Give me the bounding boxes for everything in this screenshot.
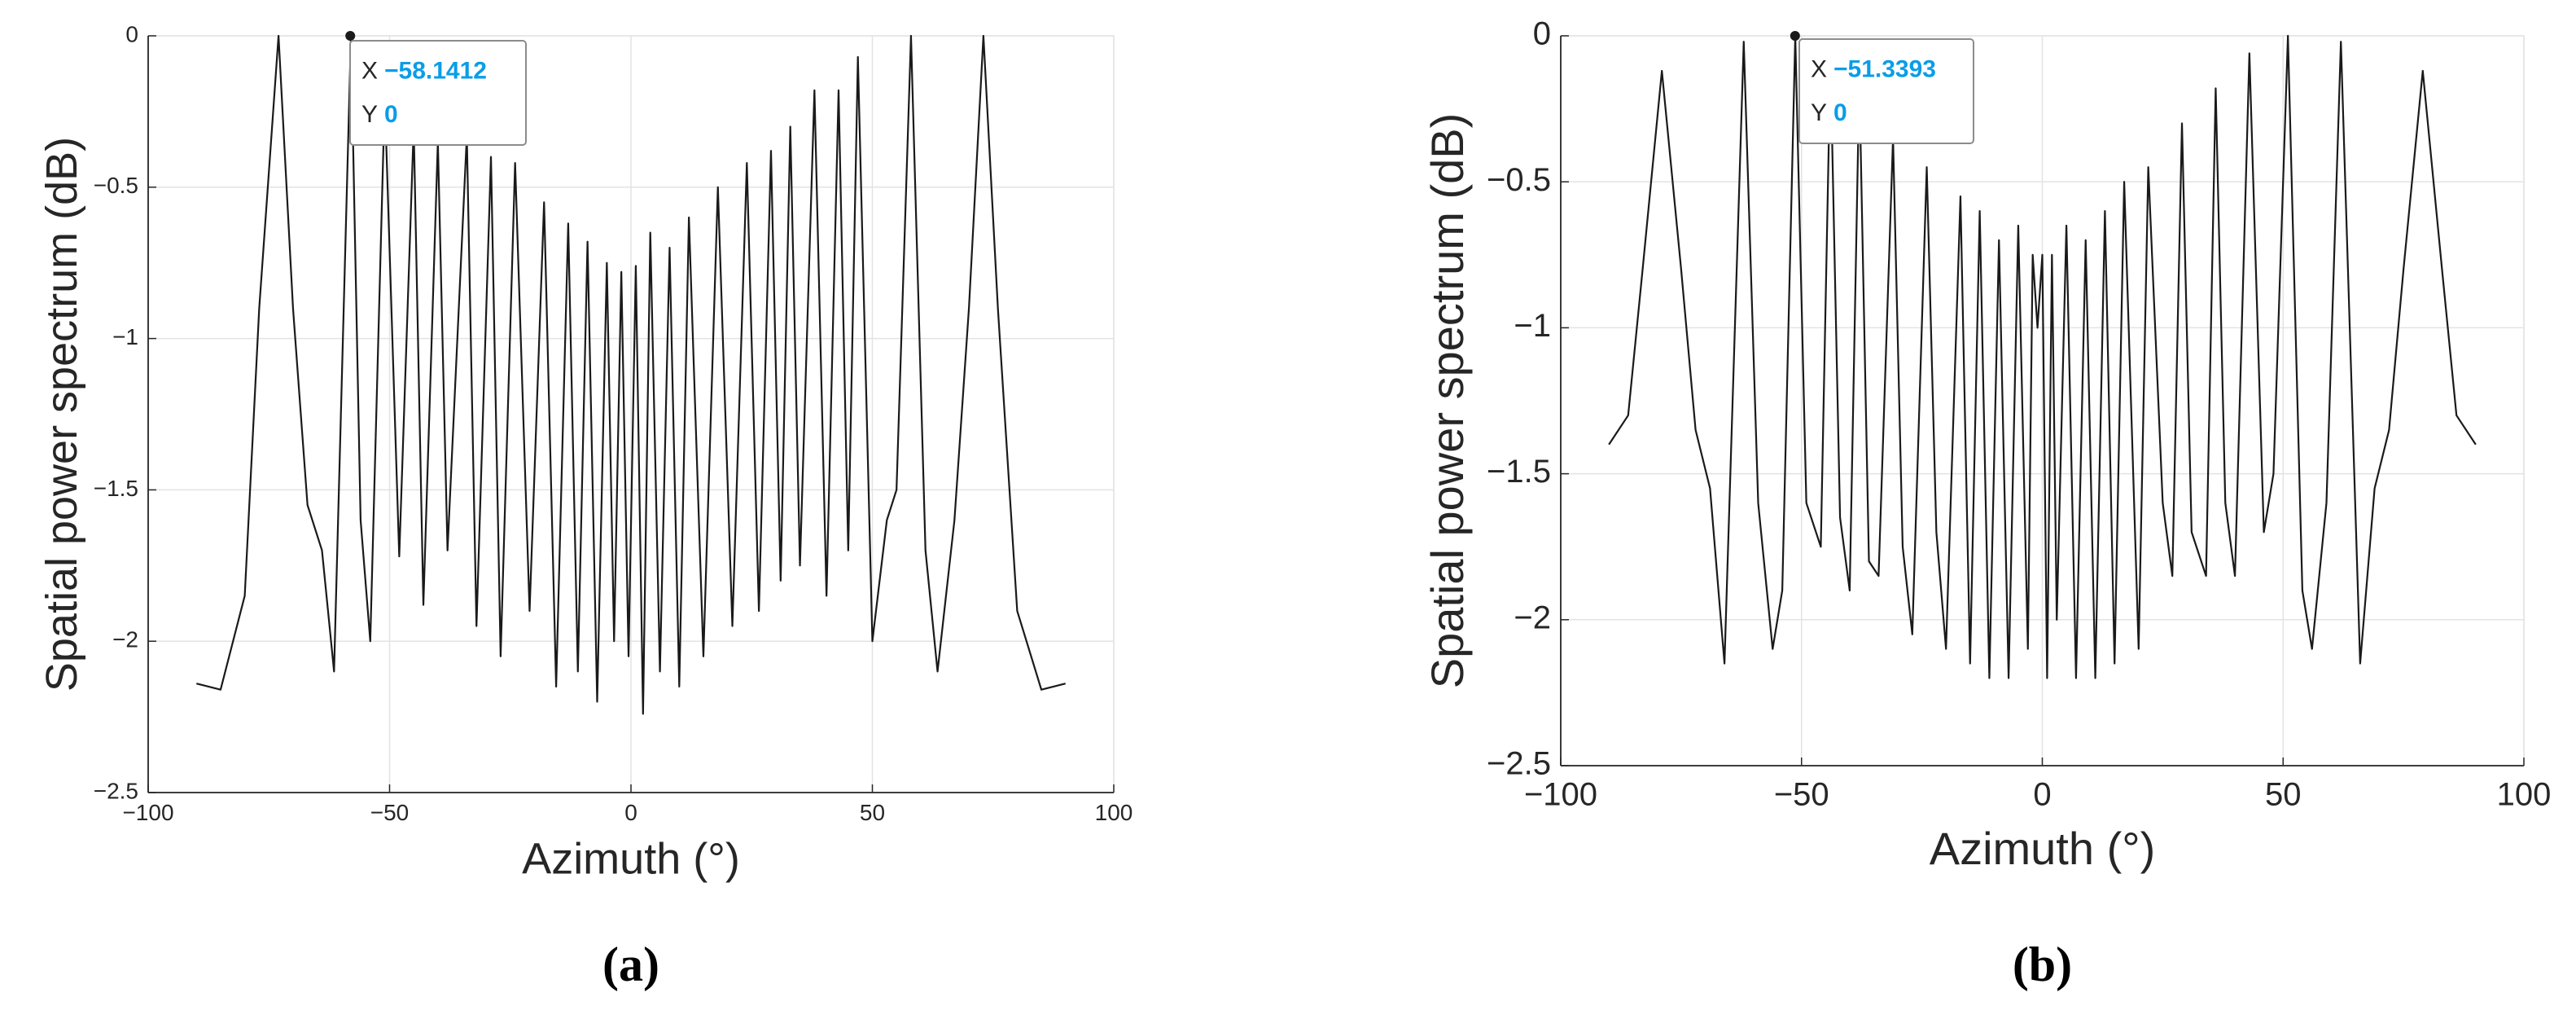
datatip-x-name: X xyxy=(1811,55,1827,82)
datatip-marker xyxy=(345,31,356,41)
x-tick-label: 0 xyxy=(624,800,637,825)
y-tick-label: −0.5 xyxy=(94,173,138,198)
datatip-y-value: 0 xyxy=(1833,99,1847,126)
y-tick-label: −0.5 xyxy=(1487,162,1551,198)
y-tick-label: −2 xyxy=(1514,600,1551,635)
datatip-x-name: X xyxy=(361,57,378,84)
y-tick-label: −2.5 xyxy=(1487,746,1551,782)
datatip-marker xyxy=(1790,31,1800,41)
datatip-y-value: 0 xyxy=(384,101,398,128)
caption: (a) xyxy=(602,938,659,991)
x-tick-label: 0 xyxy=(2033,777,2051,813)
x-tick-label: 50 xyxy=(2265,777,2302,813)
data-line xyxy=(1608,34,2477,679)
datatip-y-name: Y xyxy=(361,101,378,128)
datatip-box xyxy=(1798,38,1974,144)
datatip-x-value: −58.1412 xyxy=(384,57,487,84)
y-axis-label: Spatial power spectrum (dB) xyxy=(1422,113,1473,689)
y-tick-label: −2.5 xyxy=(94,778,138,803)
x-tick-label: −100 xyxy=(1524,777,1597,813)
x-tick-label: 100 xyxy=(1095,800,1133,825)
y-tick-label: −1 xyxy=(1514,308,1551,344)
y-axis-label: Spatial power spectrum (dB) xyxy=(37,137,86,692)
datatip-x-value: −51.3393 xyxy=(1833,55,1936,82)
y-tick-label: −2 xyxy=(112,627,138,652)
x-tick-label: 50 xyxy=(860,800,885,825)
y-tick-label: 0 xyxy=(125,21,138,46)
datatip-y-name: Y xyxy=(1811,99,1827,126)
x-tick-label: −50 xyxy=(1774,777,1829,813)
y-tick-label: −1.5 xyxy=(1487,454,1551,490)
x-axis-label: Azimuth (°) xyxy=(1930,823,2156,874)
x-tick-label: −50 xyxy=(370,800,410,825)
caption: (b) xyxy=(2013,938,2072,991)
y-tick-label: −1.5 xyxy=(94,476,138,501)
x-axis-label: Azimuth (°) xyxy=(522,835,740,884)
y-tick-label: −1 xyxy=(112,324,138,349)
x-tick-label: 100 xyxy=(2497,777,2552,813)
x-tick-label: −100 xyxy=(122,800,173,825)
data-line xyxy=(196,34,1066,715)
y-tick-label: 0 xyxy=(1533,16,1551,52)
datatip-box xyxy=(349,40,527,146)
